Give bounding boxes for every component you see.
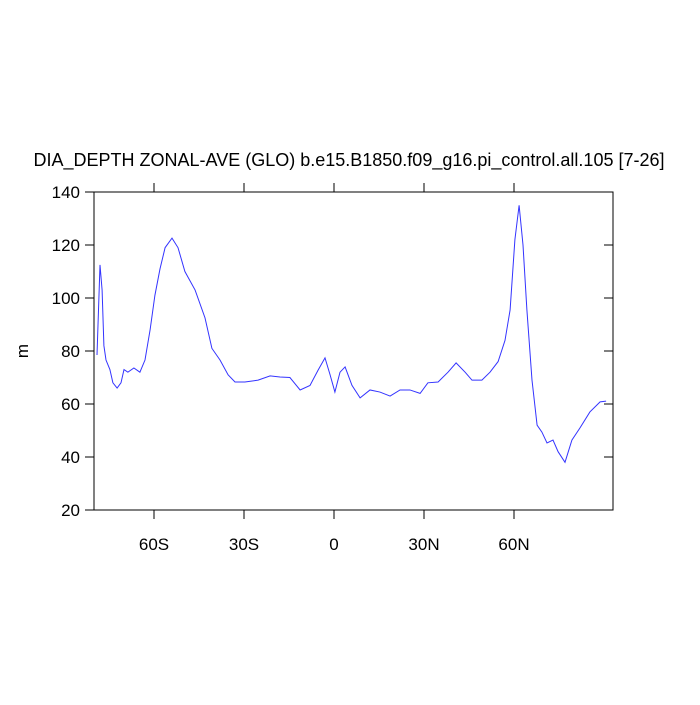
- y-tick-label: 40: [61, 448, 80, 467]
- data-line: [96, 205, 607, 464]
- y-tick-label: 100: [52, 289, 80, 308]
- x-tick-label: 30S: [229, 535, 259, 554]
- y-tick-label: 80: [61, 342, 80, 361]
- y-tick-label: 120: [52, 236, 80, 255]
- x-tick-label: 30N: [408, 535, 439, 554]
- x-tick-label: 60N: [498, 535, 529, 554]
- x-tick-label: 60S: [139, 535, 169, 554]
- y-axis-label: m: [13, 344, 32, 358]
- y-tick-label: 60: [61, 395, 80, 414]
- y-tick-label: 20: [61, 501, 80, 520]
- chart-title: DIA_DEPTH ZONAL-AVE (GLO) b.e15.B1850.f0…: [34, 150, 665, 171]
- x-tick-label: 0: [329, 535, 338, 554]
- y-tick-label: 140: [52, 183, 80, 202]
